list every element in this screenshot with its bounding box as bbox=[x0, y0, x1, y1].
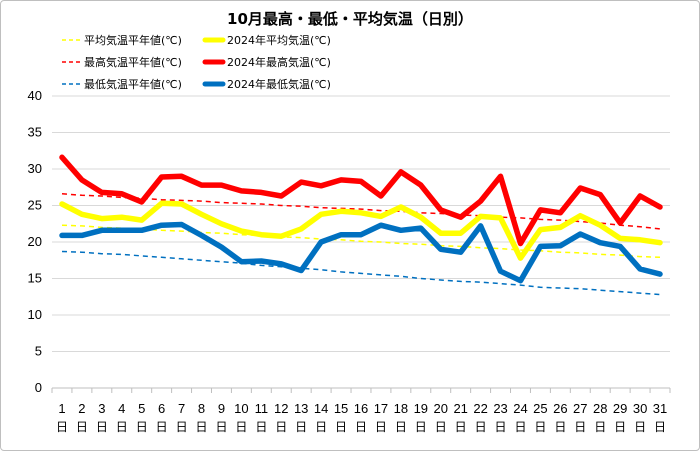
x-tick-label: 25 bbox=[533, 401, 547, 416]
series-line-3 bbox=[59, 154, 663, 247]
x-tick-suffix: 日 bbox=[654, 420, 666, 434]
legend-label-4: 最低気温平年値(℃) bbox=[84, 77, 182, 91]
x-tick-suffix: 日 bbox=[315, 420, 327, 434]
y-tick-label: 20 bbox=[28, 234, 42, 249]
series-line-4 bbox=[61, 250, 661, 296]
x-tick-suffix: 日 bbox=[176, 420, 188, 434]
y-tick-label: 15 bbox=[28, 271, 42, 286]
x-tick-label: 13 bbox=[294, 401, 308, 416]
x-tick-suffix: 日 bbox=[554, 420, 566, 434]
chart-title: 10月最高・最低・平均気温（日別） bbox=[227, 10, 473, 28]
x-tick-suffix: 日 bbox=[395, 420, 407, 434]
x-tick-suffix: 日 bbox=[335, 420, 347, 434]
x-tick-label: 21 bbox=[453, 401, 467, 416]
series-line-1 bbox=[59, 200, 663, 261]
x-tick-suffix: 日 bbox=[495, 420, 507, 434]
y-tick-label: 0 bbox=[35, 380, 42, 395]
legend-label-1: 2024年平均気温(℃) bbox=[227, 33, 331, 47]
x-tick-label: 23 bbox=[493, 401, 507, 416]
x-tick-suffix: 日 bbox=[475, 420, 487, 434]
x-tick-suffix: 日 bbox=[96, 420, 108, 434]
x-tick-label: 3 bbox=[98, 401, 105, 416]
x-tick-label: 8 bbox=[198, 401, 205, 416]
x-tick-suffix: 日 bbox=[196, 420, 208, 434]
legend-label-5: 2024年最低気温(℃) bbox=[227, 77, 331, 91]
x-tick-label: 12 bbox=[274, 401, 288, 416]
x-tick-label: 16 bbox=[354, 401, 368, 416]
x-tick-label: 9 bbox=[218, 401, 225, 416]
x-tick-label: 1 bbox=[58, 401, 65, 416]
x-tick-suffix: 日 bbox=[76, 420, 88, 434]
x-tick-label: 6 bbox=[158, 401, 165, 416]
x-tick-label: 31 bbox=[653, 401, 667, 416]
x-tick-label: 18 bbox=[394, 401, 408, 416]
y-tick-label: 40 bbox=[28, 88, 42, 103]
x-tick-suffix: 日 bbox=[295, 420, 307, 434]
y-tick-label: 25 bbox=[28, 198, 42, 213]
x-tick-suffix: 日 bbox=[355, 420, 367, 434]
x-tick-suffix: 日 bbox=[415, 420, 427, 434]
x-tick-label: 5 bbox=[138, 401, 145, 416]
x-tick-suffix: 日 bbox=[56, 420, 68, 434]
legend-label-2: 最高気温平年値(℃) bbox=[84, 55, 182, 69]
x-tick-label: 30 bbox=[633, 401, 647, 416]
y-tick-label: 30 bbox=[28, 161, 42, 176]
x-tick-label: 2 bbox=[78, 401, 85, 416]
x-tick-suffix: 日 bbox=[594, 420, 606, 434]
legend-label-3: 2024年最高気温(℃) bbox=[227, 55, 331, 69]
legend-label-0: 平均気温平年値(℃) bbox=[84, 33, 182, 47]
y-tick-label: 5 bbox=[35, 344, 42, 359]
legend: 平均気温平年値(℃) 2024年平均気温(℃) 最高気温平年値(℃) 2024年最高気… bbox=[62, 33, 331, 91]
x-tick-suffix: 日 bbox=[136, 420, 148, 434]
x-tick-label: 15 bbox=[334, 401, 348, 416]
x-tick-suffix: 日 bbox=[235, 420, 247, 434]
x-tick-suffix: 日 bbox=[574, 420, 586, 434]
x-tick-suffix: 日 bbox=[534, 420, 546, 434]
y-tick-label: 35 bbox=[28, 125, 42, 140]
x-tick-label: 17 bbox=[374, 401, 388, 416]
x-tick-suffix: 日 bbox=[514, 420, 526, 434]
x-tick-suffix: 日 bbox=[455, 420, 467, 434]
x-tick-suffix: 日 bbox=[116, 420, 128, 434]
x-tick-label: 4 bbox=[118, 401, 125, 416]
x-tick-suffix: 日 bbox=[275, 420, 287, 434]
x-tick-label: 20 bbox=[434, 401, 448, 416]
x-tick-label: 29 bbox=[613, 401, 627, 416]
series-line-5 bbox=[59, 221, 663, 284]
x-tick-label: 28 bbox=[593, 401, 607, 416]
x-tick-label: 27 bbox=[573, 401, 587, 416]
x-tick-suffix: 日 bbox=[634, 420, 646, 434]
axes: 05101520253035401日2日3日4日5日6日7日8日9日10日11日… bbox=[28, 88, 671, 434]
x-tick-label: 11 bbox=[255, 401, 269, 416]
series-line-0 bbox=[61, 224, 661, 259]
x-tick-label: 22 bbox=[473, 401, 487, 416]
x-tick-label: 26 bbox=[553, 401, 567, 416]
x-tick-suffix: 日 bbox=[375, 420, 387, 434]
x-tick-suffix: 日 bbox=[255, 420, 267, 434]
x-tick-label: 24 bbox=[513, 401, 527, 416]
series-lines bbox=[59, 154, 663, 296]
x-tick-label: 10 bbox=[234, 401, 248, 416]
x-tick-label: 19 bbox=[414, 401, 428, 416]
x-tick-suffix: 日 bbox=[614, 420, 626, 434]
x-tick-suffix: 日 bbox=[215, 420, 227, 434]
x-tick-suffix: 日 bbox=[435, 420, 447, 434]
x-tick-label: 7 bbox=[178, 401, 185, 416]
x-tick-label: 14 bbox=[314, 401, 328, 416]
x-tick-suffix: 日 bbox=[156, 420, 168, 434]
gridlines bbox=[52, 95, 670, 352]
series-line-2 bbox=[61, 193, 661, 230]
y-tick-label: 10 bbox=[28, 307, 42, 322]
